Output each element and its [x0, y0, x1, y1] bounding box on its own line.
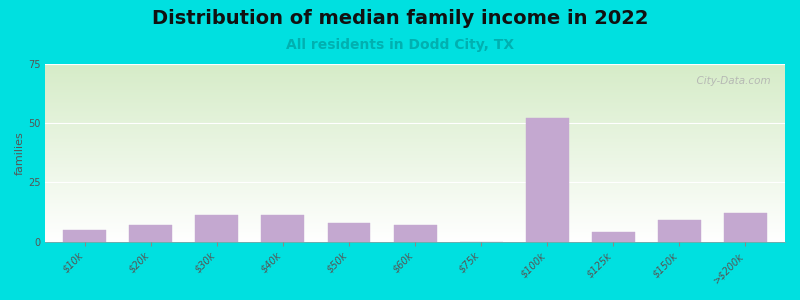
Bar	[658, 220, 701, 242]
Bar	[394, 225, 437, 242]
Bar	[130, 225, 172, 242]
Text: Distribution of median family income in 2022: Distribution of median family income in …	[152, 9, 648, 28]
Bar	[592, 232, 634, 242]
Bar	[526, 118, 569, 242]
Y-axis label: families: families	[15, 131, 25, 175]
Bar	[63, 230, 106, 242]
Text: All residents in Dodd City, TX: All residents in Dodd City, TX	[286, 38, 514, 52]
Bar	[262, 215, 305, 242]
Bar	[327, 223, 370, 242]
Text: City-Data.com: City-Data.com	[690, 76, 770, 86]
Bar	[195, 215, 238, 242]
Bar	[724, 213, 767, 242]
